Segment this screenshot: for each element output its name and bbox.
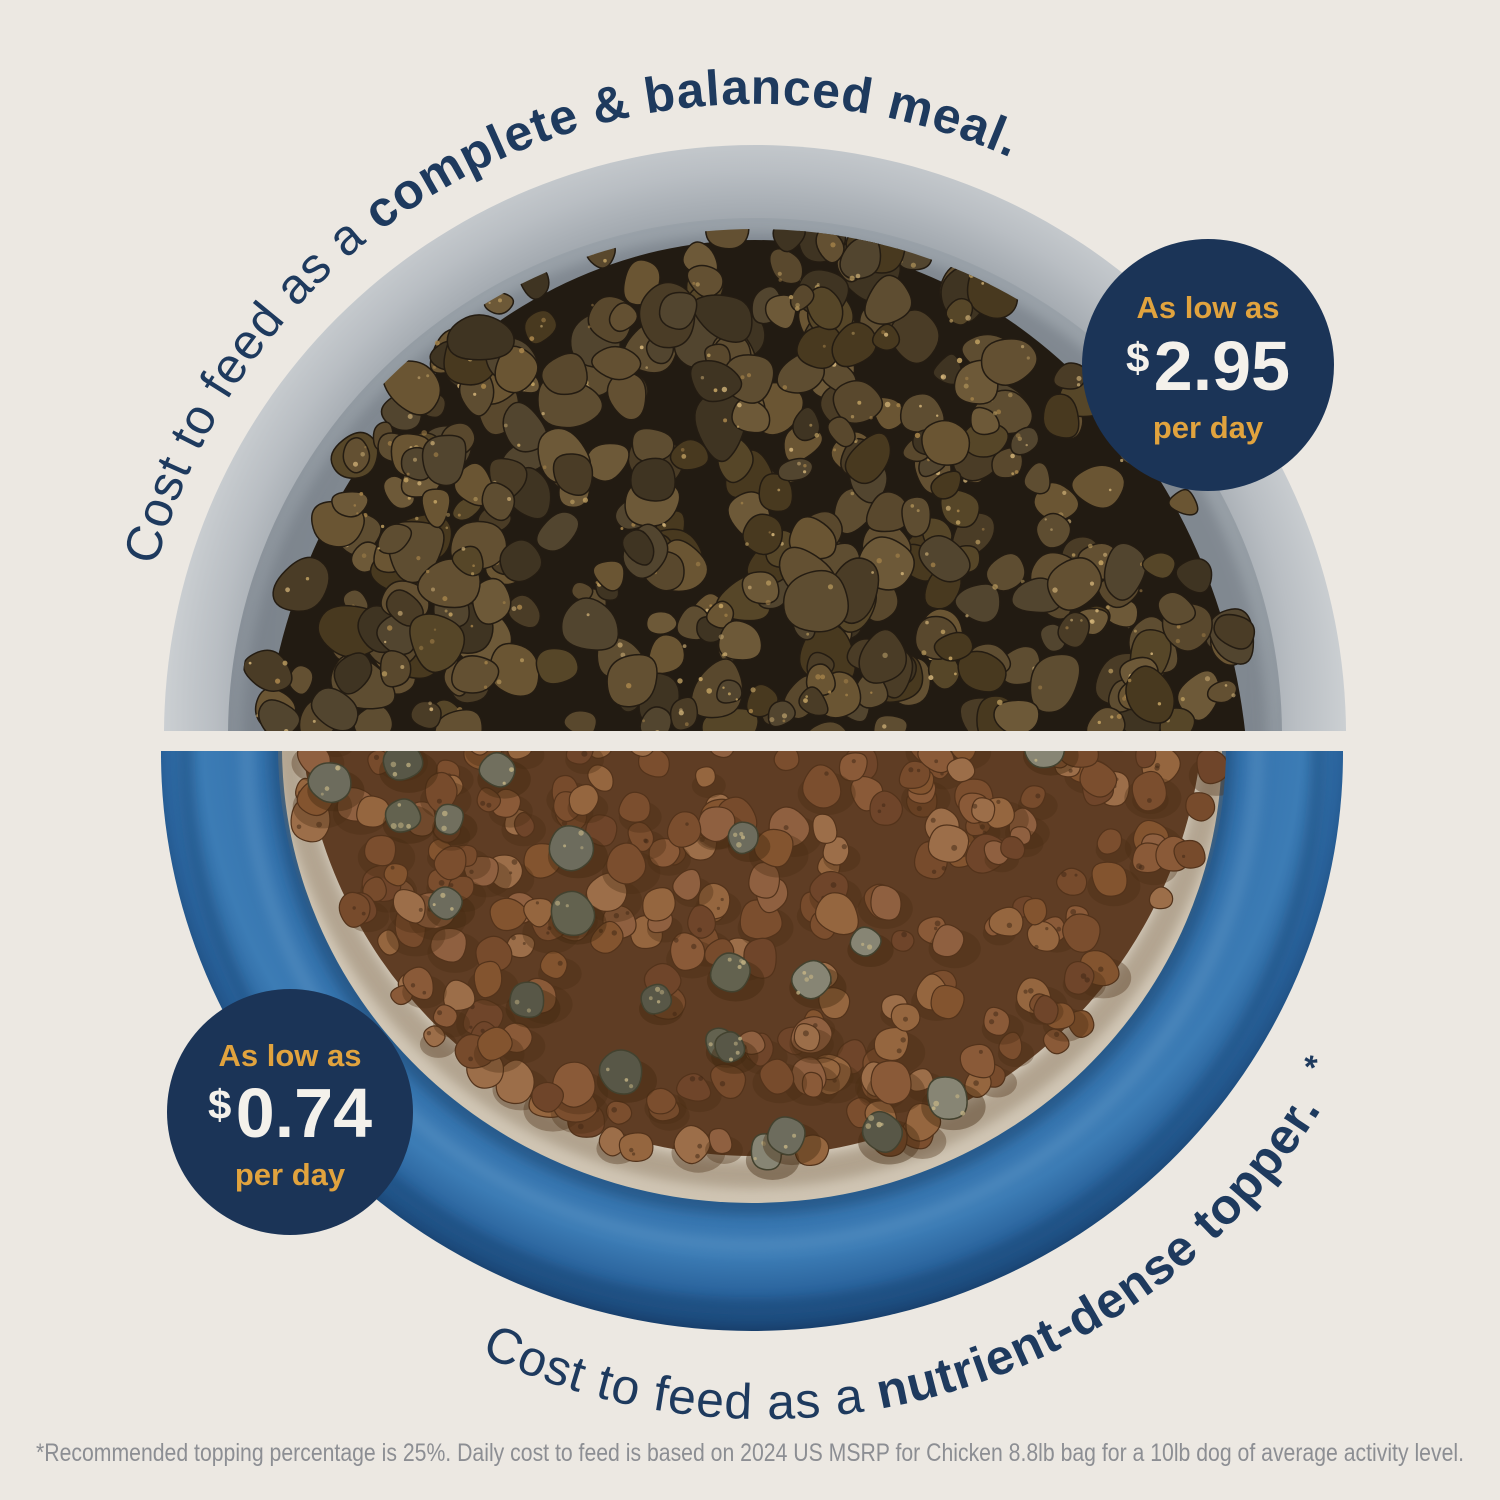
top-badge-price: 2.95 xyxy=(1154,327,1290,405)
freeze-dried-chunks xyxy=(242,229,1256,731)
blue-bowl-highlight xyxy=(241,751,1263,1251)
top-badge-amount: $ 2.95 xyxy=(1126,327,1290,405)
blue-bowl-outer-shade xyxy=(181,751,1323,1311)
kibble-mound-shadow xyxy=(278,751,1226,1188)
top-bowl-photo xyxy=(164,145,1346,731)
bottom-badge-currency: $ xyxy=(208,1081,231,1128)
bottom-badge-unit: per day xyxy=(235,1157,346,1192)
footnote-text: *Recommended topping percentage is 25%. … xyxy=(36,1439,1464,1467)
kibble-and-toppers xyxy=(290,751,1226,1180)
bottom-price-badge: As low as $ 0.74 per day xyxy=(167,989,413,1235)
bottom-badge-amount: $ 0.74 xyxy=(208,1074,372,1152)
bottom-caption-regular: Cost to feed as a xyxy=(476,1313,882,1430)
footnote-asterisk: * xyxy=(1296,1049,1336,1080)
top-badge-circle xyxy=(1082,239,1334,491)
bottom-bowl-photo xyxy=(161,751,1343,1331)
top-price-badge: As low as $ 2.95 per day xyxy=(1082,239,1334,491)
kibble-mound-base xyxy=(300,751,1204,1156)
bottom-badge-intro: As low as xyxy=(219,1038,362,1073)
top-badge-currency: $ xyxy=(1126,334,1149,381)
top-badge-intro: As low as xyxy=(1137,290,1280,325)
bottom-badge-circle xyxy=(167,989,413,1235)
top-badge-unit: per day xyxy=(1153,410,1264,445)
bottom-badge-price: 0.74 xyxy=(236,1074,372,1152)
